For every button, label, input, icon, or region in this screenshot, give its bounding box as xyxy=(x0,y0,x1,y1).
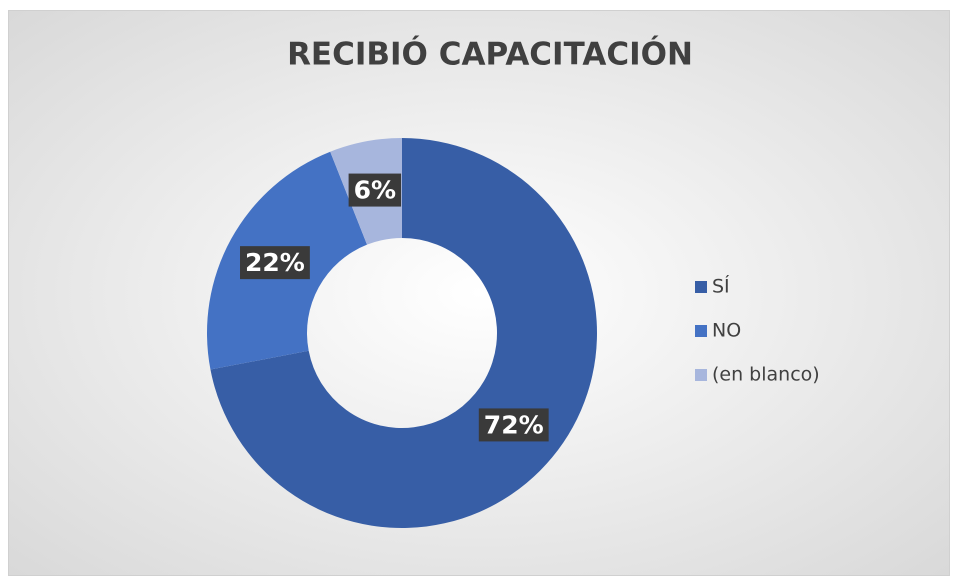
data-label-box xyxy=(240,246,310,280)
data-label: 72% xyxy=(484,410,544,439)
legend-swatch xyxy=(695,325,707,337)
data-label-box xyxy=(478,408,549,442)
legend-swatch xyxy=(695,369,707,381)
data-label: 6% xyxy=(354,176,396,205)
chart-title: RECIBIÓ CAPACITACIÓN xyxy=(287,36,693,73)
data-label: 22% xyxy=(245,248,305,277)
legend-label: NO xyxy=(712,320,741,342)
legend-label: SÍ xyxy=(712,275,730,298)
legend-swatch xyxy=(695,281,707,293)
legend-label: (en blanco) xyxy=(712,364,820,386)
data-label-box xyxy=(348,173,402,207)
